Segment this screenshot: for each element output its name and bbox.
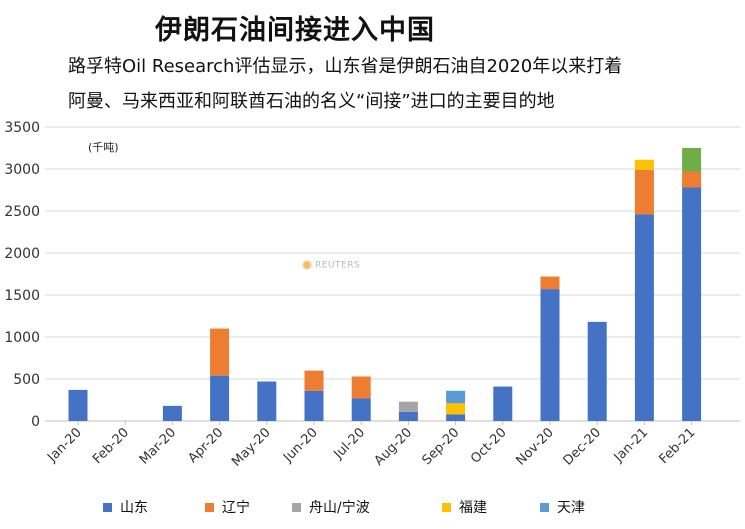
legend-label: 福建 <box>459 500 487 516</box>
reuters-logo-icon <box>302 260 312 270</box>
chart-title: 伊朗石油间接进入中国 <box>155 15 435 46</box>
bar-segment <box>351 376 371 399</box>
bar-segment <box>682 171 702 188</box>
y-tick-label: 1500 <box>4 288 40 304</box>
bar-segment <box>446 403 466 415</box>
chart-legend: 山东 辽宁 舟山/宁波 福建 天津 <box>0 497 745 519</box>
y-tick-label: 3000 <box>4 162 40 178</box>
chart-subtitle-line-1: 路孚特Oil Research评估显示，山东省是伊朗石油自2020年以来打着 <box>68 56 623 77</box>
x-tick-label: Feb-20 <box>90 425 132 467</box>
legend-item: 辽宁 <box>205 497 250 517</box>
x-tick-label: Jan-21 <box>611 425 652 466</box>
bar-segment <box>398 401 418 412</box>
y-tick-label: 500 <box>13 372 40 388</box>
x-tick-label: Nov-20 <box>514 425 557 468</box>
chart-subtitle-line-2: 阿曼、马来西亚和阿联酋石油的名义“间接”进口的主要目的地 <box>68 91 555 112</box>
x-tick-label: Aug-20 <box>372 425 416 469</box>
y-tick-label: 2000 <box>4 246 40 262</box>
legend-label: 舟山/宁波 <box>309 500 370 516</box>
legend-label: 辽宁 <box>222 500 250 516</box>
x-tick-label: Jan-20 <box>44 425 85 466</box>
bar-segment <box>540 276 560 290</box>
bar-segment <box>210 328 230 376</box>
bar-segment <box>398 411 418 421</box>
bar-segment <box>68 389 88 421</box>
legend-item: 福建 <box>442 497 487 517</box>
x-tick-label: Oct-20 <box>468 425 510 467</box>
bar-segment <box>540 289 560 421</box>
bar-segment <box>210 375 230 421</box>
x-tick-label: Apr-20 <box>185 425 226 466</box>
y-tick-label: 2500 <box>4 204 40 220</box>
bar-segment <box>634 214 654 421</box>
bar-segment <box>493 386 513 421</box>
bar-segment <box>446 414 466 421</box>
bar-segment <box>682 148 702 172</box>
bar-segment <box>634 159 654 170</box>
x-tick-label: Jun-20 <box>280 425 321 466</box>
bar-segment <box>257 381 277 421</box>
legend-item: 山东 <box>103 497 148 517</box>
bar-segment <box>351 398 371 421</box>
legend-label: 天津 <box>557 500 585 516</box>
bar-segment <box>682 187 702 421</box>
legend-item: 天津 <box>540 497 585 517</box>
y-tick-label: 1000 <box>4 330 40 346</box>
x-tick-label: May-20 <box>229 425 273 469</box>
legend-swatch <box>540 502 549 512</box>
legend-swatch <box>205 502 214 512</box>
bar-segment <box>634 169 654 215</box>
bar-segment <box>587 321 607 421</box>
y-tick-label: 3500 <box>4 120 40 136</box>
bar-segment <box>162 405 182 421</box>
y-unit-label: (千吨) <box>88 141 119 154</box>
reuters-watermark: REUTERS <box>302 260 360 271</box>
x-tick-label: Dec-20 <box>561 425 604 468</box>
legend-swatch <box>292 502 301 512</box>
x-tick-label: Mar-20 <box>137 425 179 467</box>
bar-segment <box>304 370 324 391</box>
legend-swatch <box>442 502 451 512</box>
x-tick-label: Sep-20 <box>419 425 462 468</box>
bar-segment <box>304 390 324 421</box>
y-tick-label: 0 <box>31 414 40 430</box>
x-tick-label: Jul-20 <box>331 425 368 462</box>
watermark-text: REUTERS <box>315 260 361 271</box>
legend-swatch <box>103 502 112 512</box>
legend-label: 山东 <box>120 500 148 516</box>
x-tick-label: Feb-21 <box>657 425 699 467</box>
bar-segment <box>446 390 466 404</box>
legend-item: 舟山/宁波 <box>292 497 370 517</box>
